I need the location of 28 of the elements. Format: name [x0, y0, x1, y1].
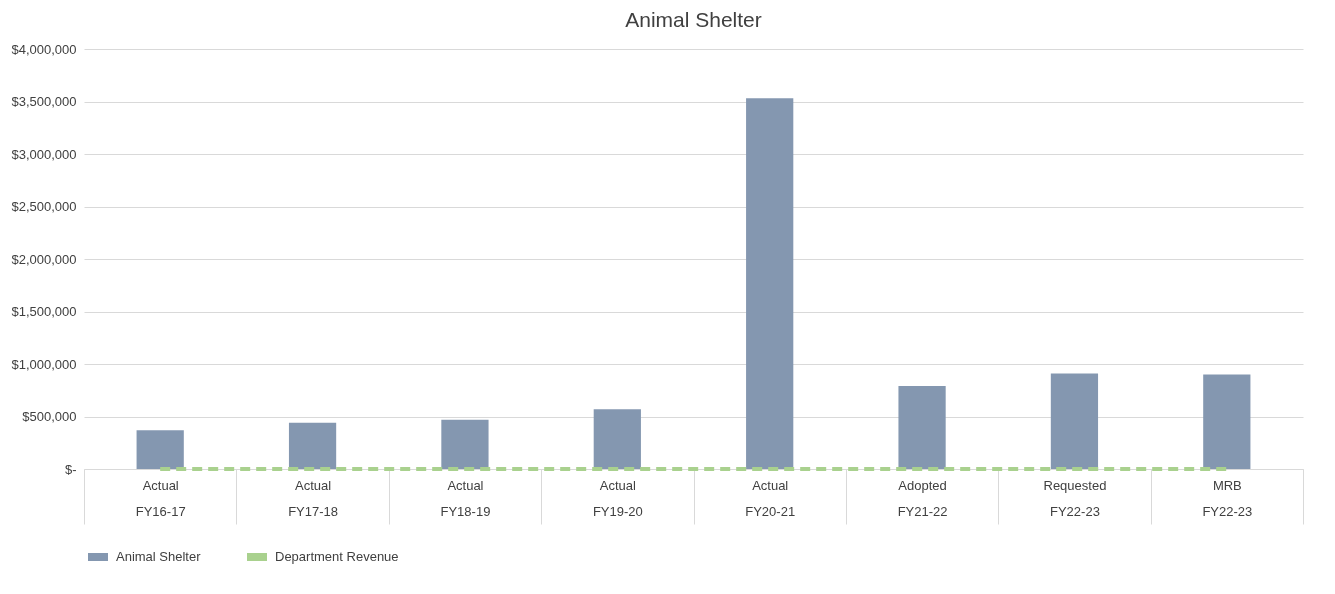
x-tick-label: Actual FY19-20: [592, 477, 643, 519]
y-tick-label: $4,000,000: [11, 41, 77, 57]
bar: [136, 430, 184, 469]
x-tick-label: MRB FY22-23: [1202, 477, 1253, 519]
y-tick-label: $2,500,000: [11, 199, 77, 214]
y-tick-label: $3,500,000: [11, 94, 77, 109]
y-tick-label: $1,000,000: [11, 356, 77, 372]
y-tick-label: $1,500,000: [11, 304, 77, 319]
bar: [288, 422, 337, 469]
x-tick-label: Adopted FY21-22: [897, 477, 948, 519]
x-tick-label: Actual FY18-19: [440, 477, 491, 519]
x-tick-label: Requested FY22-23: [1043, 477, 1107, 519]
bar: [1050, 373, 1099, 469]
x-tick-label: Actual FY17-18: [288, 477, 338, 519]
bar: [898, 386, 946, 469]
y-tick-label: $500,000: [22, 409, 77, 424]
bar: [746, 98, 794, 469]
bar: [593, 409, 641, 469]
bar: [441, 419, 489, 469]
y-tick-label: $2,000,000: [11, 251, 77, 267]
x-tick-label: Actual FY20-21: [745, 477, 796, 519]
y-tick-label: $-: [64, 461, 77, 477]
bar: [1203, 374, 1251, 469]
chart-title: Animal Shelter: [625, 8, 762, 31]
legend-label: Department Revenue: [275, 549, 399, 564]
legend-label: Animal Shelter: [116, 549, 202, 564]
y-tick-label: $3,000,000: [11, 146, 77, 162]
x-tick-label: Actual FY16-17: [135, 477, 186, 519]
